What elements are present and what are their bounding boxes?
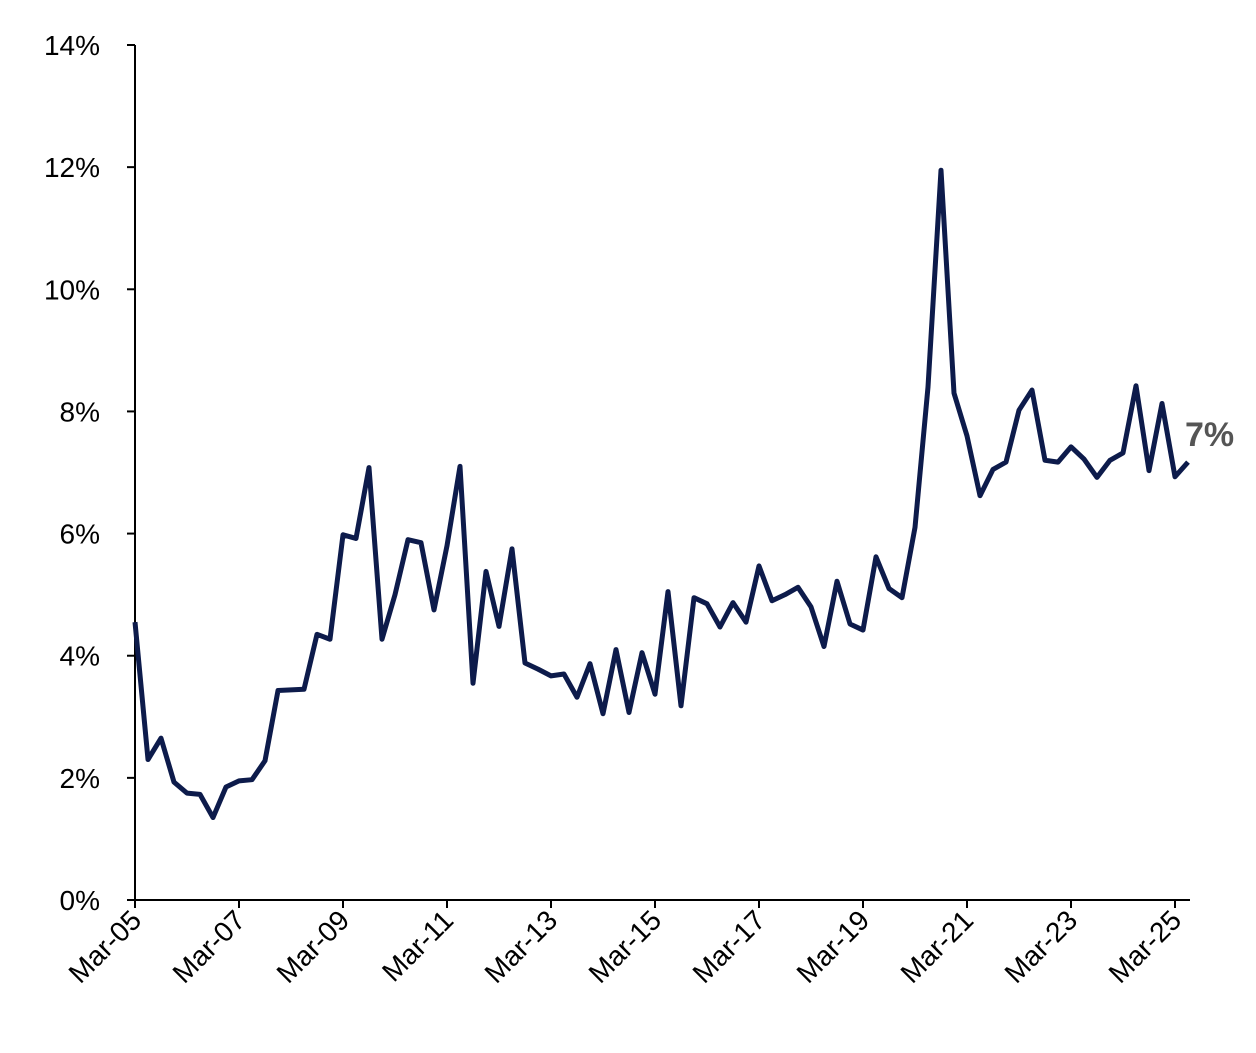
y-tick-label: 6% [60, 519, 100, 550]
x-tick-label: Mar-11 [376, 904, 459, 987]
x-tick-label: Mar-21 [895, 904, 980, 989]
y-tick-label: 2% [60, 763, 100, 794]
x-tick-label: Mar-15 [583, 904, 668, 989]
y-tick-label: 0% [60, 885, 100, 916]
series-line [132, 167, 1190, 821]
end-annotation: 7% [1185, 416, 1234, 454]
y-tick-label: 14% [44, 30, 100, 61]
x-tick-label: Mar-13 [479, 904, 564, 989]
x-tick-label: Mar-17 [687, 904, 772, 989]
x-tick-label: Mar-05 [63, 904, 148, 989]
x-tick-label: Mar-19 [791, 904, 876, 989]
x-tick-label: Mar-25 [1103, 904, 1188, 989]
y-tick-label: 10% [44, 274, 100, 305]
y-tick-label: 12% [44, 152, 100, 183]
x-tick-label: Mar-07 [167, 904, 252, 989]
x-tick-label: Mar-09 [271, 904, 356, 989]
x-tick-label: Mar-23 [999, 904, 1084, 989]
y-tick-label: 8% [60, 396, 100, 427]
y-tick-label: 4% [60, 641, 100, 672]
